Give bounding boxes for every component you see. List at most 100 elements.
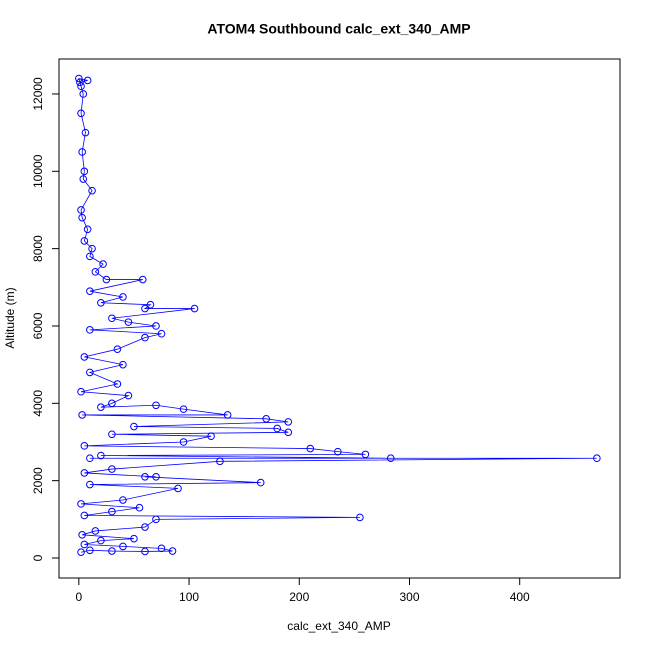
- data-point: [157, 544, 166, 553]
- data-point: [79, 175, 88, 183]
- data-point: [86, 480, 94, 489]
- data-point: [108, 399, 116, 408]
- data-point: [216, 457, 224, 466]
- data-point: [86, 326, 94, 334]
- y-tick-label: 12000: [31, 77, 45, 111]
- data-point: [174, 484, 182, 493]
- data-point: [80, 353, 89, 361]
- data-point: [284, 428, 293, 437]
- y-tick-label: 4000: [31, 390, 45, 417]
- data-point: [99, 260, 107, 268]
- data-point: [91, 268, 100, 276]
- x-tick-label: 100: [179, 590, 199, 604]
- data-point: [86, 546, 94, 555]
- data-point: [97, 536, 105, 545]
- data-point: [88, 244, 96, 253]
- data-point: [79, 90, 88, 98]
- data-point: [83, 225, 92, 234]
- data-point: [91, 527, 100, 535]
- data-point: [130, 422, 138, 431]
- data-point: [77, 500, 85, 508]
- x-tick-label: 300: [399, 590, 419, 604]
- x-tick-label: 400: [510, 590, 530, 604]
- data-point: [77, 387, 85, 396]
- y-axis-label: Altitude (m): [3, 287, 17, 348]
- data-point: [80, 469, 89, 477]
- data-point: [113, 345, 122, 353]
- data-point: [119, 496, 127, 504]
- data-point: [77, 109, 85, 118]
- data-point: [77, 548, 85, 557]
- data-point: [152, 401, 160, 410]
- data-point: [157, 329, 166, 338]
- data-point: [113, 380, 122, 388]
- data-point: [334, 447, 342, 456]
- data-point: [179, 438, 188, 446]
- data-point: [119, 360, 127, 369]
- data-point: [152, 472, 160, 481]
- data-point: [81, 128, 90, 137]
- data-point: [108, 314, 116, 323]
- data-point: [179, 405, 188, 413]
- data-point: [207, 432, 215, 440]
- data-point: [108, 430, 116, 439]
- data-point: [78, 213, 86, 222]
- data-point: [97, 403, 105, 411]
- data-point: [141, 472, 149, 481]
- data-point: [88, 186, 96, 195]
- data-point: [141, 523, 149, 531]
- y-tick-label: 0: [31, 554, 45, 561]
- data-point: [97, 451, 105, 460]
- data-point: [124, 391, 133, 400]
- data-point: [284, 418, 293, 426]
- data-point: [138, 275, 147, 284]
- data-point: [75, 74, 83, 83]
- data-point: [262, 414, 271, 423]
- data-point: [102, 275, 111, 284]
- x-tick-label: 200: [289, 590, 309, 604]
- data-point: [593, 454, 601, 463]
- data-point: [135, 503, 144, 512]
- data-point: [168, 547, 177, 555]
- y-tick-label: 2000: [31, 467, 45, 494]
- data-point: [119, 293, 127, 301]
- data-point: [86, 368, 94, 377]
- data-point: [80, 167, 89, 176]
- data-point: [76, 78, 84, 87]
- y-tick-label: 10000: [31, 154, 45, 188]
- data-point: [78, 411, 86, 419]
- data-point: [152, 322, 160, 330]
- data-point: [78, 148, 86, 156]
- data-point: [86, 252, 94, 261]
- data-point: [86, 454, 94, 463]
- data-point: [386, 454, 395, 463]
- x-tick-label: 0: [75, 590, 82, 604]
- data-point: [152, 515, 160, 524]
- data-point: [141, 333, 149, 342]
- data-point: [97, 298, 105, 307]
- data-point: [80, 237, 89, 245]
- data-point: [223, 411, 232, 419]
- y-tick-label: 6000: [31, 312, 45, 339]
- data-point: [361, 450, 370, 459]
- data-point: [80, 442, 89, 450]
- data-point: [273, 424, 282, 433]
- data-point: [77, 82, 85, 91]
- data-point: [256, 478, 265, 487]
- y-tick-label: 8000: [31, 235, 45, 262]
- data-point: [108, 547, 116, 555]
- data-line: [78, 77, 597, 553]
- data-point: [78, 531, 86, 539]
- x-axis-label: calc_ext_340_AMP: [287, 619, 390, 633]
- data-point: [190, 304, 199, 313]
- data-point: [119, 542, 127, 551]
- data-point: [80, 540, 89, 549]
- chart-title: ATOM4 Southbound calc_ext_340_AMP: [207, 21, 470, 37]
- data-point: [124, 318, 133, 326]
- data-point: [141, 304, 149, 313]
- data-point: [77, 206, 85, 214]
- data-point: [306, 444, 315, 453]
- data-point: [356, 513, 364, 522]
